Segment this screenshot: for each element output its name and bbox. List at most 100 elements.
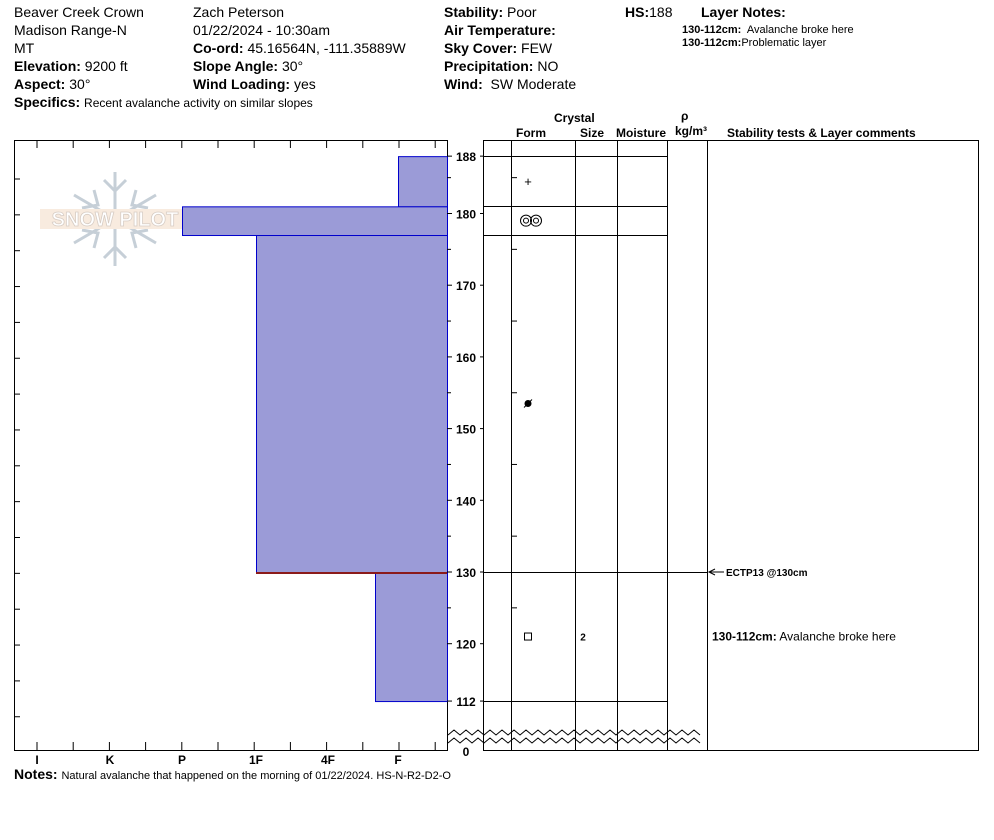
hardness-tick-label: I	[35, 753, 38, 767]
precip-value: NO	[537, 58, 559, 74]
sky-label: Sky Cover:	[444, 40, 518, 56]
location: Beaver Creek Crown	[14, 4, 144, 20]
layer-note-2: 130-112cm:Problematic layer	[682, 37, 826, 50]
air-temp-label: Air Temperature:	[444, 22, 556, 38]
crystal-size: 2	[580, 633, 586, 644]
layer-note-text: Problematic layer	[741, 37, 827, 49]
hs-label: HS:	[625, 4, 650, 20]
wind-row: Wind: SW Moderate	[444, 76, 576, 92]
hardness-layer-bar	[256, 235, 448, 573]
wind-label: Wind:	[444, 76, 483, 92]
air-temp-row: Air Temperature:	[444, 22, 556, 38]
layer-boundaries	[484, 156, 707, 702]
hardness-tick-label: F	[394, 753, 401, 767]
notes-value: Natural avalanche that happened on the m…	[61, 770, 451, 782]
notes-row: Notes: Natural avalanche that happened o…	[14, 766, 451, 784]
size-header: Size	[580, 126, 605, 140]
elevation-value: 9200 ft	[84, 58, 128, 74]
hardness-axis: I K P 1F 4F F	[14, 140, 436, 767]
form-header: Form	[516, 126, 546, 140]
range: Madison Range-N	[14, 22, 127, 38]
aspect-row: Aspect: 30°	[14, 76, 90, 92]
wind-loading-value: yes	[293, 76, 316, 92]
elevation-label: Elevation:	[14, 58, 81, 74]
coord-row: Co-ord: 45.16564N, -111.35889W	[193, 40, 406, 56]
crystal-form-symbol	[520, 214, 532, 227]
height-axis: 188 180 170 160 150 140 130 120 112 0	[447, 150, 517, 759]
stability-test-arrow	[707, 568, 716, 576]
watermark-text: SNOW PILOT	[52, 209, 179, 231]
layer-note-text: Avalanche broke here	[746, 24, 854, 36]
height-tick-label: 160	[456, 351, 476, 365]
aspect-value: 30°	[69, 76, 91, 92]
profile-frames	[14, 140, 979, 751]
height-tick-label: 0	[463, 745, 470, 759]
wind-value: SW Moderate	[490, 76, 577, 92]
layer-note-range: 130-112cm:	[682, 37, 742, 49]
layer-notes-title: Layer Notes:	[701, 4, 786, 20]
stability-comments-header: Stability tests & Layer comments	[727, 126, 916, 140]
stability-label: Stability:	[444, 4, 504, 20]
hardness-tick-label: 1F	[249, 753, 263, 767]
height-tick-label: 150	[456, 423, 476, 437]
height-tick-label: 140	[456, 494, 476, 508]
layer-note-range: 130-112cm:	[682, 24, 742, 36]
aspect-label: Aspect:	[14, 76, 66, 92]
hardness-tick-label: K	[106, 753, 115, 767]
axis-break-line-lower	[447, 737, 701, 744]
wind-loading-label: Wind Loading:	[193, 76, 291, 92]
height-tick-label: 170	[456, 279, 476, 293]
hardness-tick-label: P	[178, 753, 186, 767]
moisture-header: Moisture	[616, 126, 667, 140]
hardness-layer-bar	[182, 206, 448, 237]
crystal-form-symbol	[524, 632, 532, 641]
height-tick-label: 130	[456, 566, 476, 580]
layer-comment: 130-112cm: Avalanche broke here	[712, 630, 896, 644]
height-tick-label: 120	[456, 638, 476, 652]
slope-value: 30°	[281, 58, 304, 74]
coord-label: Co-ord:	[193, 40, 244, 56]
hs-row: HS:188	[625, 4, 672, 20]
crystal-form-symbol	[530, 214, 542, 227]
table-frame	[483, 140, 979, 751]
datetime: 01/22/2024 - 10:30am	[193, 22, 330, 38]
elevation-row: Elevation: 9200 ft	[14, 58, 128, 74]
axis-break-line-upper	[447, 729, 701, 736]
state: MT	[14, 40, 35, 56]
stability-test-label: ECTP13 @130cm	[726, 568, 808, 579]
sky-row: Sky Cover: FEW	[444, 40, 552, 56]
specifics-row: Specifics: Recent avalanche activity on …	[14, 94, 316, 111]
layer-comment-text: Avalanche broke here	[777, 630, 897, 644]
height-tick-label: 112	[456, 695, 476, 709]
hardness-layers	[182, 156, 448, 703]
observer: Zach Peterson	[193, 4, 285, 20]
precip-label: Precipitation:	[444, 58, 534, 74]
stability-row: Stability: Poor	[444, 4, 537, 20]
stability-tests: ECTP13 @130cm 130-112cm: Avalanche broke …	[707, 568, 896, 644]
crystal-form-symbol	[523, 399, 533, 408]
sky-value: FEW	[521, 40, 553, 56]
stability-value: Poor	[507, 4, 537, 20]
precip-row: Precipitation: NO	[444, 58, 558, 74]
notes-label: Notes:	[14, 766, 58, 782]
crystal-forms: +2	[520, 174, 586, 644]
crystal-form-symbol	[523, 217, 529, 224]
coord-value: 45.16564N, -111.35889W	[247, 40, 406, 56]
specifics-label: Specifics:	[14, 94, 81, 110]
height-tick-label: 180	[456, 208, 476, 222]
hardness-tick-label: 4F	[321, 753, 335, 767]
crystal-header: Crystal	[554, 111, 595, 125]
rho-header: ρ	[681, 109, 689, 123]
layer-comment-range: 130-112cm:	[712, 630, 777, 644]
specifics-value: Recent avalanche activity on similar slo…	[84, 96, 313, 110]
layer-note-1: 130-112cm: Avalanche broke here	[682, 24, 854, 37]
hs-value: 188	[649, 4, 673, 20]
hardness-layer-bar	[398, 156, 448, 208]
crystal-form-symbol	[533, 217, 539, 224]
hardness-layer-bar	[375, 572, 448, 703]
height-tick-label: 188	[456, 150, 476, 164]
crystal-form-symbol: +	[524, 174, 532, 189]
wind-loading-row: Wind Loading: yes	[193, 76, 316, 92]
watermark-band	[40, 209, 190, 229]
density-unit-header: kg/m³	[675, 124, 708, 138]
